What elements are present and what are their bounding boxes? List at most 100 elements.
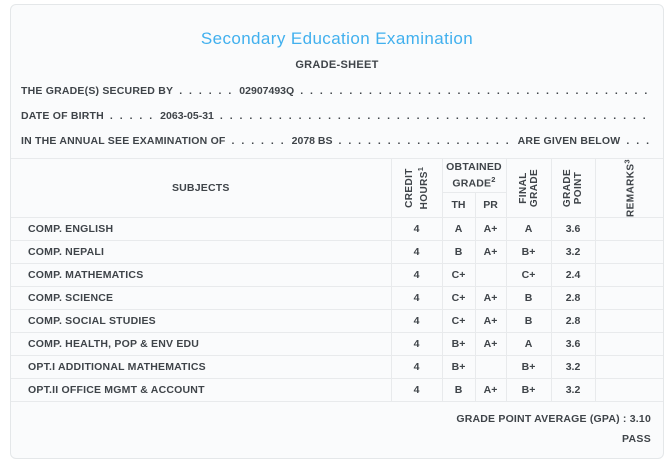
th-grade-cell: C+ [441, 309, 476, 333]
header-line: GRADE [528, 168, 540, 208]
remarks-cell [594, 240, 663, 264]
rotated-header-text: FINAL GRADE [518, 169, 540, 207]
grade-point-cell: 3.2 [550, 240, 596, 264]
subject-cell: OPT.II OFFICE MGMT & ACCOUNT [11, 378, 392, 402]
header-th: TH [442, 192, 476, 218]
subject-cell: COMP. HEALTH, POP & ENV EDU [11, 332, 392, 356]
dot-leader: . . . . . . [231, 135, 286, 147]
info-section: THE GRADE(S) SECURED BY . . . . . . 0290… [21, 79, 653, 154]
grade-point-cell: 2.8 [550, 309, 596, 333]
gpa-line: GRADE POINT AVERAGE (GPA) : 3.10 [11, 410, 651, 429]
dot-leader: . . . . . . [179, 85, 234, 97]
footnote-mark: 3 [622, 159, 632, 164]
exam-year-value: 2078 BS [291, 135, 333, 147]
th-grade-cell: B+ [441, 332, 476, 356]
final-grade-cell: B [505, 309, 552, 333]
pr-grade-cell: A+ [474, 286, 507, 310]
header-credit-hours: CREDIT HOURS1 [390, 158, 443, 218]
th-grade-cell: C+ [441, 263, 476, 287]
grade-point-cell: 2.8 [550, 286, 596, 310]
grade-point-cell: 3.2 [550, 355, 596, 379]
remarks-cell [594, 355, 663, 379]
credit-cell: 4 [390, 378, 443, 402]
th-grade-cell: C+ [441, 286, 476, 310]
header-pr: PR [474, 192, 506, 218]
final-grade-cell: B [505, 286, 552, 310]
pr-grade-cell [474, 263, 507, 287]
table-row: OPT.I ADDITIONAL MATHEMATICS 4 B+ B+ 3.2 [11, 355, 663, 379]
table-row: COMP. HEALTH, POP & ENV EDU 4 B+ A+ A 3.… [11, 332, 663, 356]
dot-leader: . . . . . . . . . . . . . . . . . . . . … [338, 135, 514, 147]
rotated-header-text: CREDIT HOURS1 [403, 167, 429, 210]
pr-grade-cell: A+ [474, 240, 507, 264]
grade-point-cell: 3.2 [550, 378, 596, 402]
info-label: THE GRADE(S) SECURED BY [21, 85, 174, 97]
table-row: COMP. SOCIAL STUDIES 4 C+ A+ B 2.8 [11, 309, 663, 333]
dot-leader: . . . [626, 135, 651, 147]
header-line: OBTAINED [446, 161, 502, 174]
header-grade-point: GRADE POINT [550, 158, 596, 218]
page-title: Secondary Education Examination [200, 29, 474, 48]
final-grade-cell: C+ [505, 263, 552, 287]
credit-cell: 4 [390, 355, 443, 379]
gpa-separator: : [619, 413, 630, 425]
header-line: CREDIT [403, 168, 415, 208]
credit-cell: 4 [390, 263, 443, 287]
header-line: POINT [573, 171, 584, 205]
remarks-cell [594, 286, 663, 310]
credit-cell: 4 [390, 332, 443, 356]
header-line: GRADE2 [443, 174, 506, 190]
dot-leader: . . . . . . . . . . . . . . . . . . . . … [300, 85, 653, 97]
info-label: DATE OF BIRTH [21, 110, 104, 122]
info-suffix: ARE GIVEN BELOW [517, 135, 621, 147]
date-of-birth-value: 2063-05-31 [160, 110, 214, 122]
info-line-date-of-birth: DATE OF BIRTH . . . . . 2063-05-31 . . .… [21, 104, 653, 129]
subject-cell: COMP. ENGLISH [11, 217, 392, 241]
table-row: COMP. NEPALI 4 B A+ B+ 3.2 [11, 240, 663, 264]
header-subjects: SUBJECTS [11, 158, 392, 218]
info-line-grades-secured-by: THE GRADE(S) SECURED BY . . . . . . 0290… [21, 79, 653, 104]
table-row: COMP. MATHEMATICS 4 C+ C+ 2.4 [11, 263, 663, 287]
gpa-value: 3.10 [629, 413, 651, 425]
header-final-grade: FINAL GRADE [505, 158, 552, 218]
subject-cell: OPT.I ADDITIONAL MATHEMATICS [11, 355, 392, 379]
footnote-mark: 2 [491, 174, 496, 184]
result-status: PASS [621, 433, 651, 445]
final-grade-cell: B+ [505, 240, 552, 264]
table-row: COMP. ENGLISH 4 A A+ A 3.6 [11, 217, 663, 241]
table-row: COMP. SCIENCE 4 C+ A+ B 2.8 [11, 286, 663, 310]
th-grade-cell: B [441, 240, 476, 264]
rotated-header-text: REMARKS3 [622, 159, 637, 217]
header-line: HOURS1 [414, 167, 429, 210]
pr-grade-cell: A+ [474, 378, 507, 402]
credit-cell: 4 [390, 309, 443, 333]
pr-grade-cell: A+ [474, 332, 507, 356]
grades-table: SUBJECTS CREDIT HOURS1 OBTAINED GRADE2 F… [11, 158, 663, 402]
footnote-mark: 1 [415, 166, 425, 172]
header-line: REMARKS3 [622, 159, 637, 217]
header-word: REMARKS [625, 163, 637, 217]
info-label: IN THE ANNUAL SEE EXAMINATION OF [21, 135, 226, 147]
th-grade-cell: B [441, 378, 476, 402]
sheet-subtitle: GRADE-SHEET [295, 59, 379, 71]
remarks-cell [594, 309, 663, 333]
summary-section: GRADE POINT AVERAGE (GPA) : 3.10 PASS [11, 410, 663, 450]
subject-cell: COMP. NEPALI [11, 240, 392, 264]
th-grade-cell: B+ [441, 355, 476, 379]
table-row: OPT.II OFFICE MGMT & ACCOUNT 4 B A+ B+ 3… [11, 378, 663, 402]
header-obtained-grade: OBTAINED GRADE2 [441, 158, 507, 193]
final-grade-cell: B+ [505, 378, 552, 402]
grade-sheet-card: Secondary Education Examination GRADE-SH… [10, 4, 664, 459]
credit-cell: 4 [390, 286, 443, 310]
th-grade-cell: A [441, 217, 476, 241]
gpa-label: GRADE POINT AVERAGE (GPA) [456, 413, 620, 425]
final-grade-cell: B+ [505, 355, 552, 379]
rotated-header-text: GRADE POINT [562, 169, 584, 207]
header-line: FINAL [517, 172, 529, 204]
info-line-examination-year: IN THE ANNUAL SEE EXAMINATION OF . . . .… [21, 129, 653, 154]
final-grade-cell: A [505, 332, 552, 356]
dot-leader: . . . . . [109, 110, 155, 122]
remarks-cell [594, 332, 663, 356]
header-remarks: REMARKS3 [594, 158, 663, 218]
pr-grade-cell: A+ [474, 309, 507, 333]
